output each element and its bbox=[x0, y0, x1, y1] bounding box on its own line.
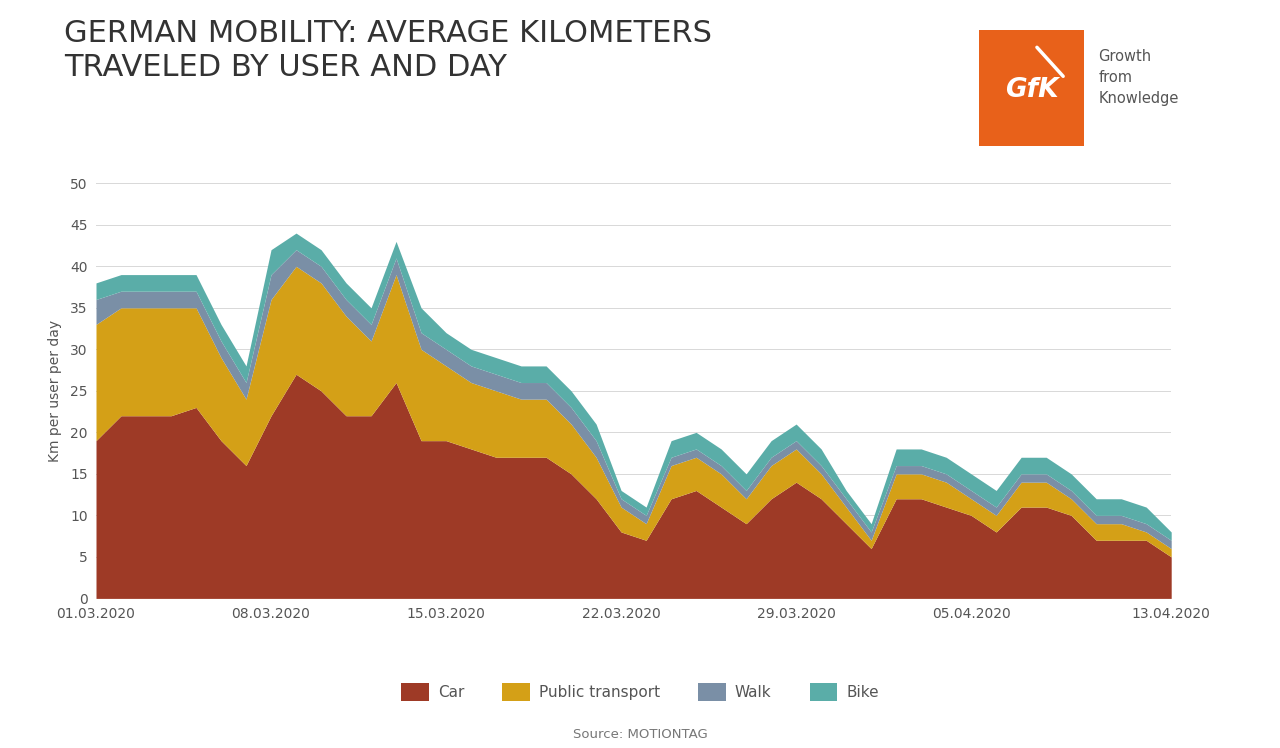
Text: GERMAN MOBILITY: AVERAGE KILOMETERS
TRAVELED BY USER AND DAY: GERMAN MOBILITY: AVERAGE KILOMETERS TRAV… bbox=[64, 19, 712, 82]
Text: GfK: GfK bbox=[1005, 77, 1059, 103]
Text: Source: MOTIONTAG: Source: MOTIONTAG bbox=[572, 728, 708, 741]
Text: Growth
from
Knowledge: Growth from Knowledge bbox=[1098, 49, 1179, 105]
Legend: Car, Public transport, Walk, Bike: Car, Public transport, Walk, Bike bbox=[396, 677, 884, 707]
Y-axis label: Km per user per day: Km per user per day bbox=[47, 319, 61, 462]
